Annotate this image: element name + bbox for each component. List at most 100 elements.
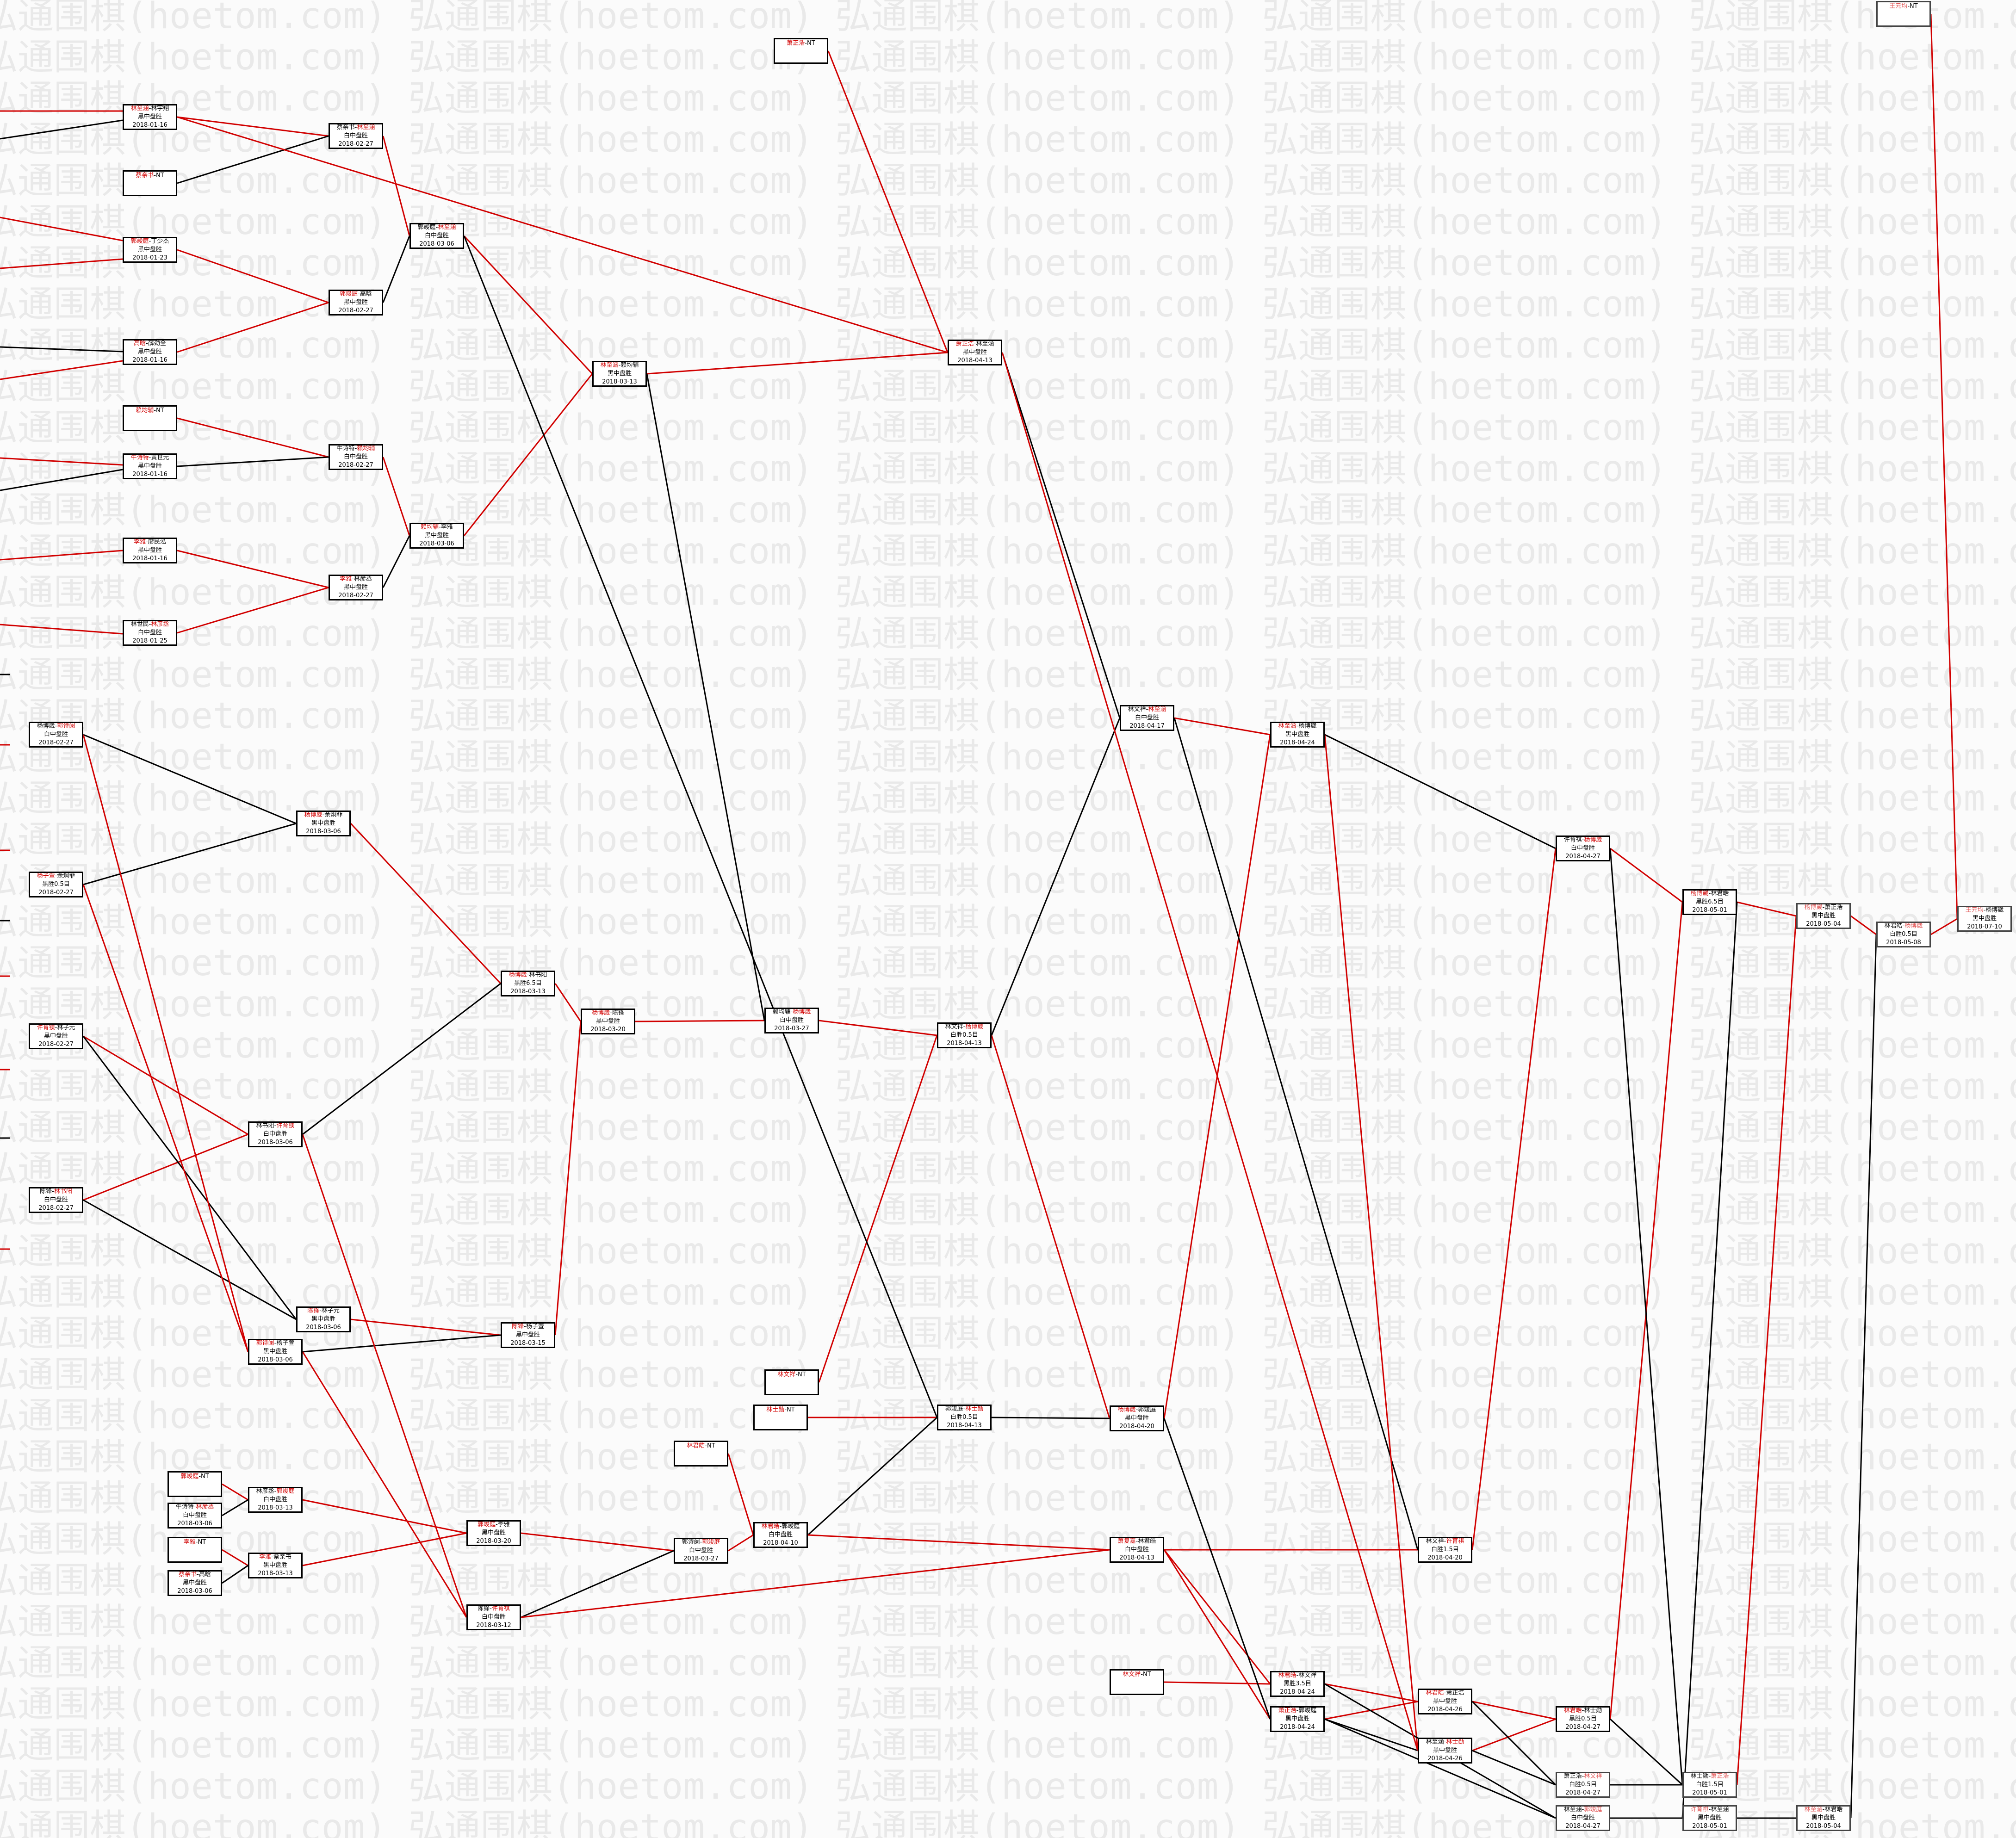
player-white: 林彦丞 xyxy=(196,1504,214,1510)
bracket-line xyxy=(1472,1718,1556,1751)
player-white: 林至涵 xyxy=(976,340,994,347)
match-date: 2018-03-13 xyxy=(258,1504,293,1511)
match-node: 萧正浩-林至涵 黑中盘胜 2018-04-13 xyxy=(948,340,1002,365)
player-separator: - xyxy=(1822,1806,1825,1813)
match-players: 郭竣庭-丁少杰 xyxy=(131,238,169,246)
match-result: 黑中盘胜 xyxy=(263,1562,287,1569)
match-result: 白胜1.5目 xyxy=(1696,1781,1724,1788)
bracket-line xyxy=(1324,1718,1556,1819)
match-date: 2018-05-04 xyxy=(1806,1823,1841,1830)
player-separator: - xyxy=(149,621,151,628)
match-players: 李雅-蔡亲书 xyxy=(259,1554,292,1561)
match-date: 2018-03-13 xyxy=(510,988,546,995)
player-separator: - xyxy=(1444,1538,1446,1545)
match-node: 许育祺-林至涵 黑中盘胜 2018-05-01 xyxy=(1682,1805,1737,1831)
player-separator: - xyxy=(149,105,151,112)
bracket-line xyxy=(1930,13,1958,919)
match-date: 2018-03-06 xyxy=(258,1356,293,1363)
bracket-line xyxy=(991,1035,1110,1419)
match-result: 白中盘胜 xyxy=(137,629,162,636)
bracket-line xyxy=(1850,934,1877,1819)
player-white: 林彦丞 xyxy=(354,576,372,582)
player-black: 陈锋 xyxy=(40,1188,52,1195)
match-node: 李雅-廖民泓 黑中盘胜 2018-01-16 xyxy=(123,538,177,563)
player-black: 郭竣庭 xyxy=(340,291,358,297)
bracket-line xyxy=(1001,352,1121,718)
match-players: 林君皓-杨博崴 xyxy=(1884,922,1923,930)
player-separator: - xyxy=(527,972,529,978)
player-separator: - xyxy=(1444,1739,1446,1745)
match-node: 蔡亲书-NT xyxy=(123,170,177,196)
match-players: 蔡亲书-NT xyxy=(136,172,164,180)
match-date: 2018-03-13 xyxy=(602,378,637,385)
player-white: NT xyxy=(707,1442,715,1449)
match-date: 2018-03-06 xyxy=(419,241,454,248)
match-node: 林彦丞-郭竣庭 白中盘胜 2018-03-13 xyxy=(248,1487,303,1513)
match-date: 2018-02-27 xyxy=(338,307,373,314)
match-result: 白中盘胜 xyxy=(43,731,68,738)
match-players: 杨博崴-郭竣庭 xyxy=(1118,1407,1156,1414)
bracket-line xyxy=(0,119,123,140)
match-result: 白胜0.5目 xyxy=(950,1414,978,1421)
match-date: 2018-04-24 xyxy=(1280,1689,1315,1696)
match-players: 李雅-NT xyxy=(184,1538,206,1547)
match-node: 林世民-林彦丞 白中盘胜 2018-01-25 xyxy=(123,620,177,646)
player-black: 许育祺 xyxy=(1690,1806,1709,1813)
match-players: 许育镁-林子元 xyxy=(37,1025,75,1032)
match-players: 林文祥-林至涵 xyxy=(1128,706,1166,714)
player-white: 林文祥 xyxy=(1298,1672,1317,1679)
match-players: 萧正浩-林至涵 xyxy=(956,340,994,348)
match-result: 黑中盘胜 xyxy=(1124,1415,1149,1422)
match-players: 林至涵-杨博崴 xyxy=(1278,723,1317,730)
player-black: 陈锋 xyxy=(307,1307,320,1314)
match-players: 林世民-林彦丞 xyxy=(131,621,169,629)
match-node: 李雅-NT xyxy=(167,1537,222,1563)
player-white: 杨子萱 xyxy=(276,1340,295,1347)
player-white: NT xyxy=(198,1539,206,1546)
player-white: 林书阳 xyxy=(54,1188,72,1195)
match-node: 许育镁-林子元 黑中盘胜 2018-02-27 xyxy=(29,1023,83,1049)
player-black: 许育祺 xyxy=(1563,836,1582,843)
bracket-line xyxy=(1174,717,1271,736)
player-separator: - xyxy=(1582,1773,1584,1780)
player-separator: - xyxy=(274,1122,277,1129)
match-result: 白中盘胜 xyxy=(343,453,368,460)
player-separator: - xyxy=(784,1406,787,1413)
bracket-line xyxy=(177,302,329,353)
bracket-line xyxy=(991,718,1121,1036)
match-players: 萧正浩-郭竣庭 xyxy=(1278,1708,1317,1715)
match-date: 2018-05-01 xyxy=(1692,1823,1727,1830)
player-black: 陈锋 xyxy=(478,1605,490,1612)
match-players: 林彦丞-郭竣庭 xyxy=(256,1488,295,1496)
player-separator: - xyxy=(52,1188,54,1195)
bracket-line xyxy=(521,1550,674,1618)
player-separator: - xyxy=(1708,1773,1711,1780)
bracket-line xyxy=(177,116,329,137)
match-players: 郭诗阑-杨子萱 xyxy=(256,1340,295,1348)
player-black: 林文祥 xyxy=(1128,706,1146,713)
player-black: 蔡亲书 xyxy=(336,124,355,131)
player-black: 牛诗特 xyxy=(175,1504,194,1510)
match-players: 牛诗特-林彦丞 xyxy=(175,1504,214,1511)
player-black: 萧正浩 xyxy=(787,40,805,47)
bracket-line xyxy=(521,1532,674,1552)
match-date: 2018-02-27 xyxy=(38,739,74,746)
match-node: 萧正浩-郭竣庭 黑中盘胜 2018-04-24 xyxy=(1270,1706,1325,1732)
match-node: 郭竣庭-李雅 黑中盘胜 2018-03-20 xyxy=(466,1520,521,1546)
bracket-line xyxy=(222,1499,248,1516)
match-node: 林至涵-赖均辅 黑中盘胜 2018-03-13 xyxy=(592,361,647,387)
match-result: 黑中盘胜 xyxy=(607,370,632,377)
match-players: 杨博崴-林书阳 xyxy=(509,972,547,979)
player-white: 李雅 xyxy=(497,1521,510,1528)
player-black: 林至涵 xyxy=(1804,1806,1823,1813)
bracket-line xyxy=(82,1036,297,1320)
match-date: 2018-03-06 xyxy=(306,828,341,835)
bracket-line xyxy=(83,1133,248,1201)
match-node: 萧正浩-林文祥 白胜0.5目 2018-04-27 xyxy=(1556,1772,1610,1798)
player-black: 林君皓 xyxy=(1884,922,1903,929)
player-separator: - xyxy=(197,1571,199,1578)
match-players: 许育祺-杨博崴 xyxy=(1563,836,1602,844)
bracket-line xyxy=(0,550,123,561)
player-black: 林文祥 xyxy=(777,1371,796,1378)
